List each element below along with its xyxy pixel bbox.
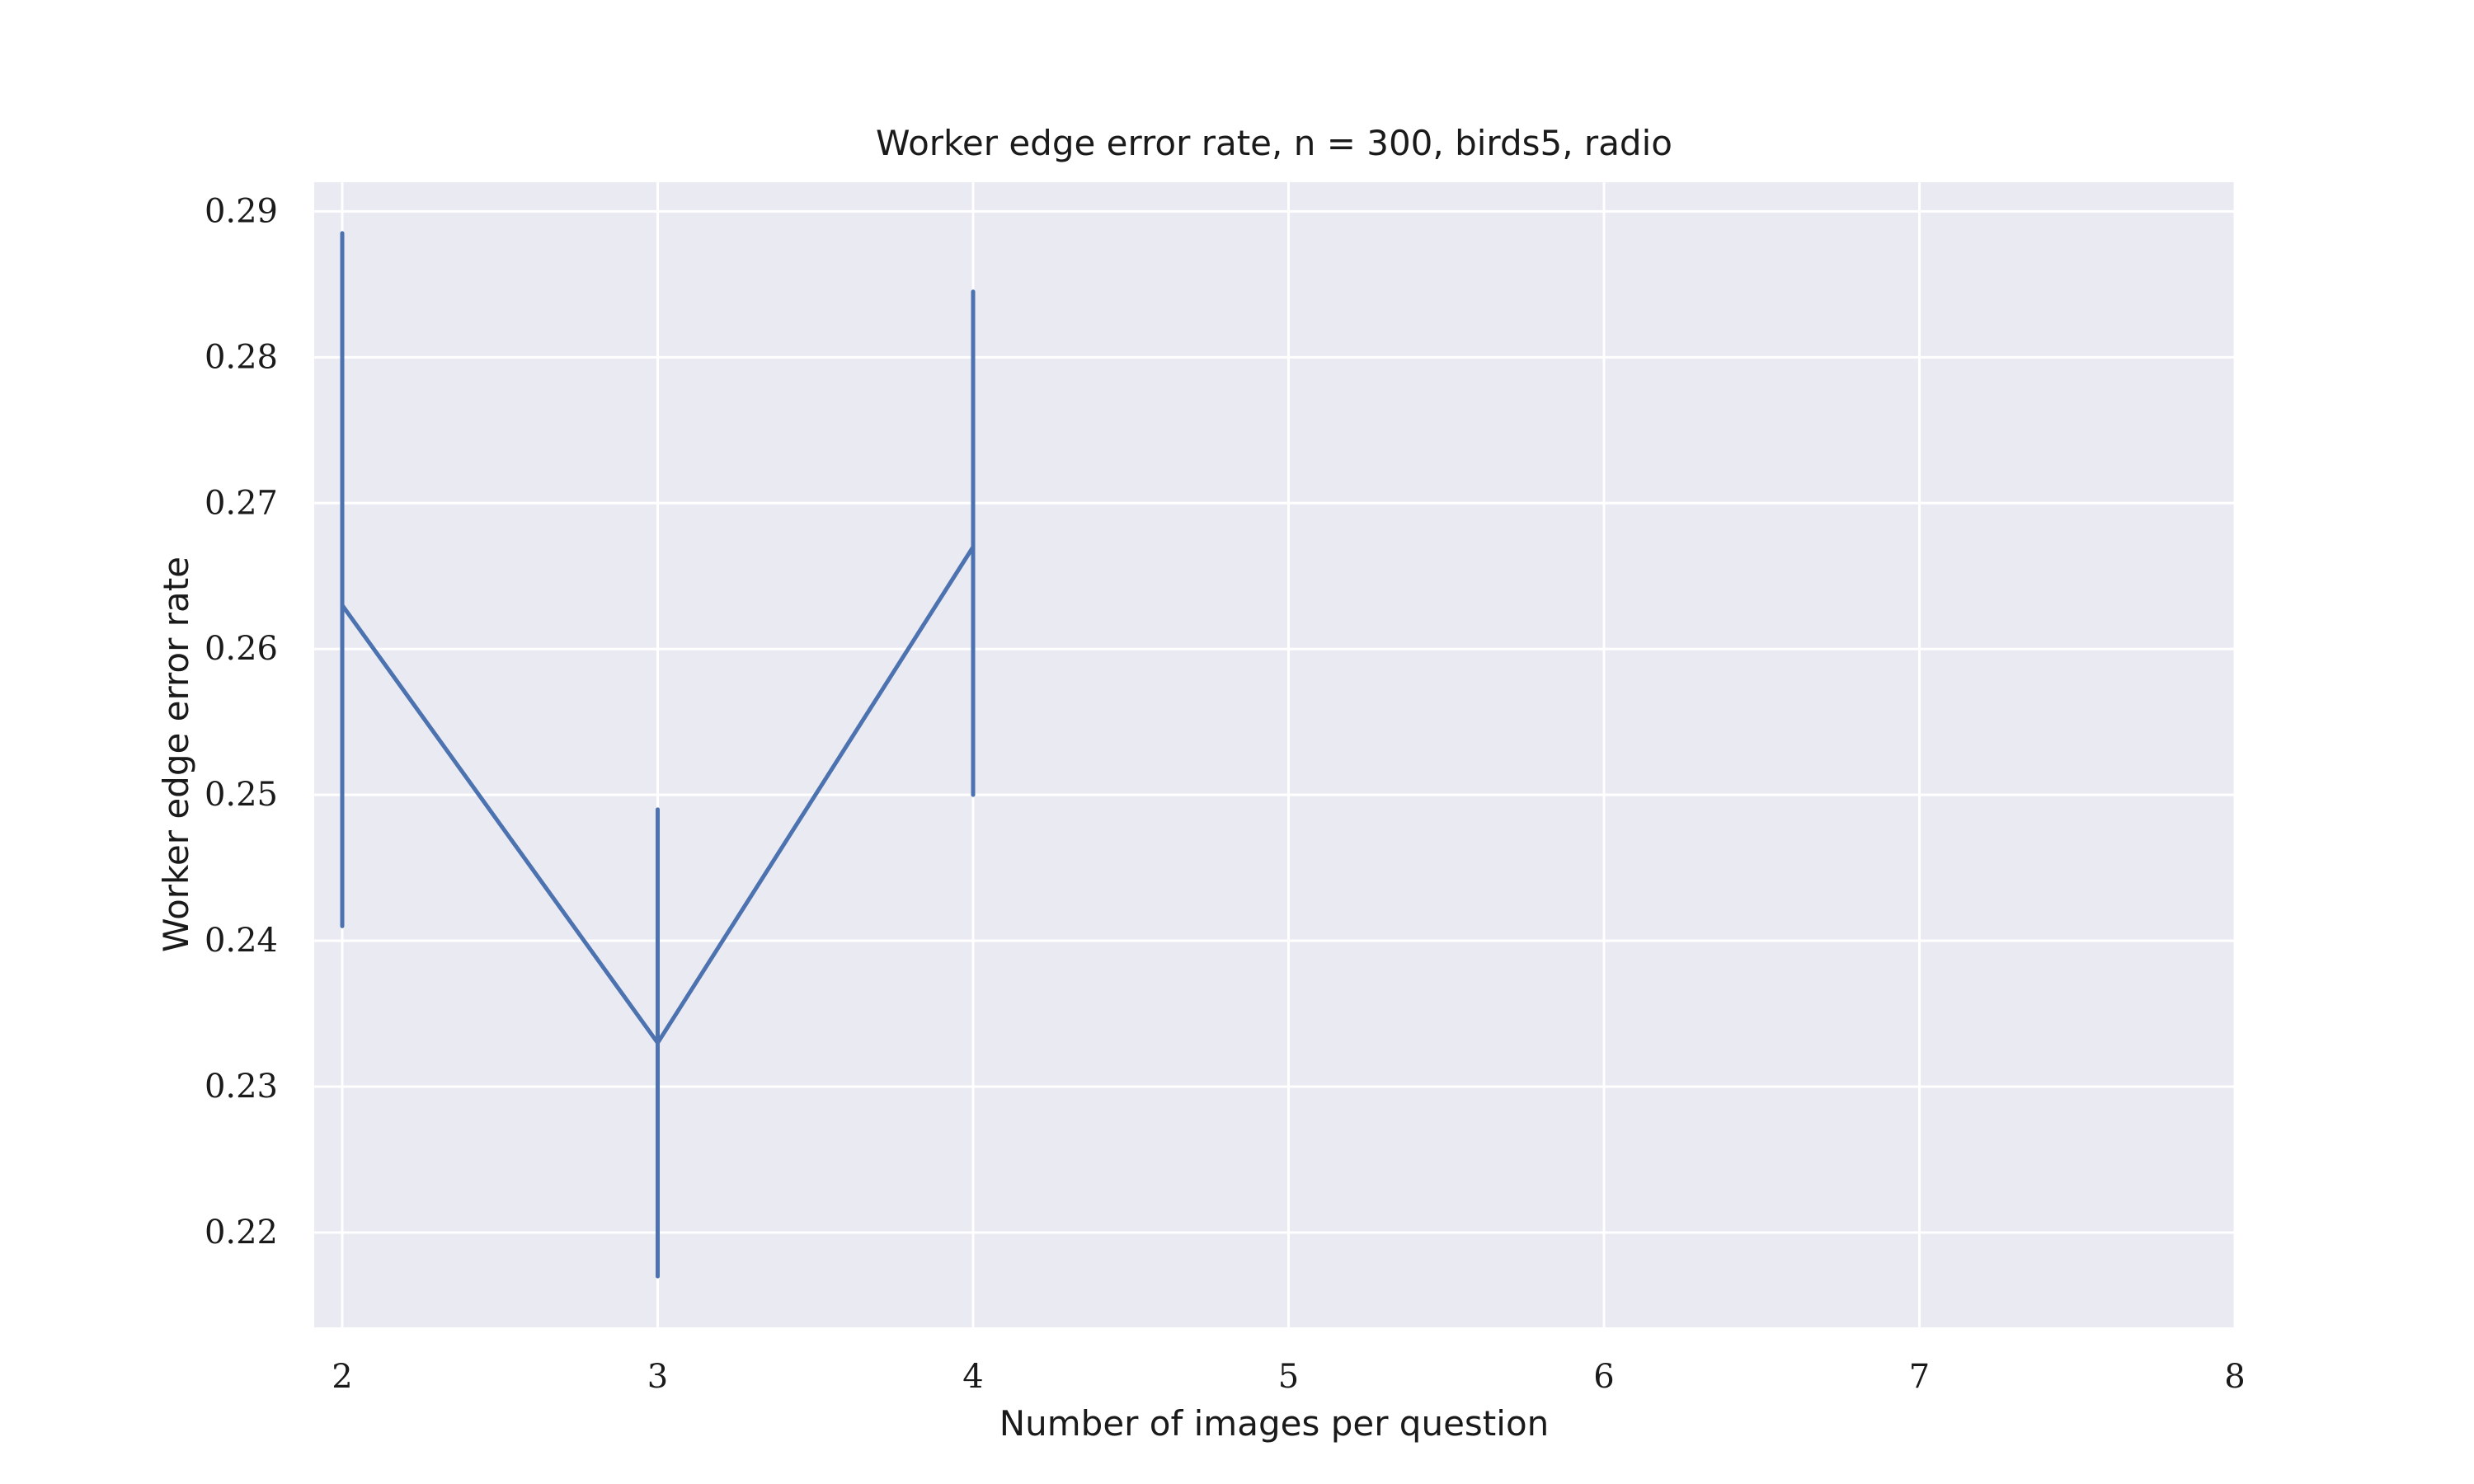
y-tick-label: 0.26 (205, 630, 278, 668)
x-tick-label: 3 (647, 1358, 668, 1396)
y-tick-label: 0.29 (205, 192, 278, 230)
y-tick-label: 0.27 (205, 484, 278, 522)
y-tick-label: 0.24 (205, 922, 278, 960)
x-tick-label: 7 (1909, 1358, 1930, 1396)
plot-area (314, 182, 2235, 1327)
series-line (340, 546, 976, 1045)
x-tick-label: 8 (2224, 1358, 2245, 1396)
x-tick-label: 6 (1593, 1358, 1614, 1396)
y-tick-label: 0.25 (205, 776, 278, 814)
y-tick-label: 0.28 (205, 338, 278, 376)
chart-title: Worker edge error rate, n = 300, birds5,… (876, 123, 1672, 163)
x-axis-label: Number of images per question (999, 1403, 1550, 1444)
y-axis-ticks: 0.22 0.23 0.24 0.25 0.26 0.27 0.28 0.29 (205, 192, 278, 1252)
x-axis-ticks: 2 3 4 5 6 7 8 (332, 1358, 2245, 1396)
y-tick-label: 0.23 (205, 1068, 278, 1106)
grid (314, 182, 2236, 1327)
x-tick-label: 5 (1278, 1358, 1299, 1396)
x-tick-label: 2 (332, 1358, 352, 1396)
y-tick-label: 0.22 (205, 1214, 278, 1252)
y-axis-label: Worker edge error rate (156, 556, 196, 952)
series (340, 231, 976, 1279)
x-tick-label: 4 (962, 1358, 983, 1396)
